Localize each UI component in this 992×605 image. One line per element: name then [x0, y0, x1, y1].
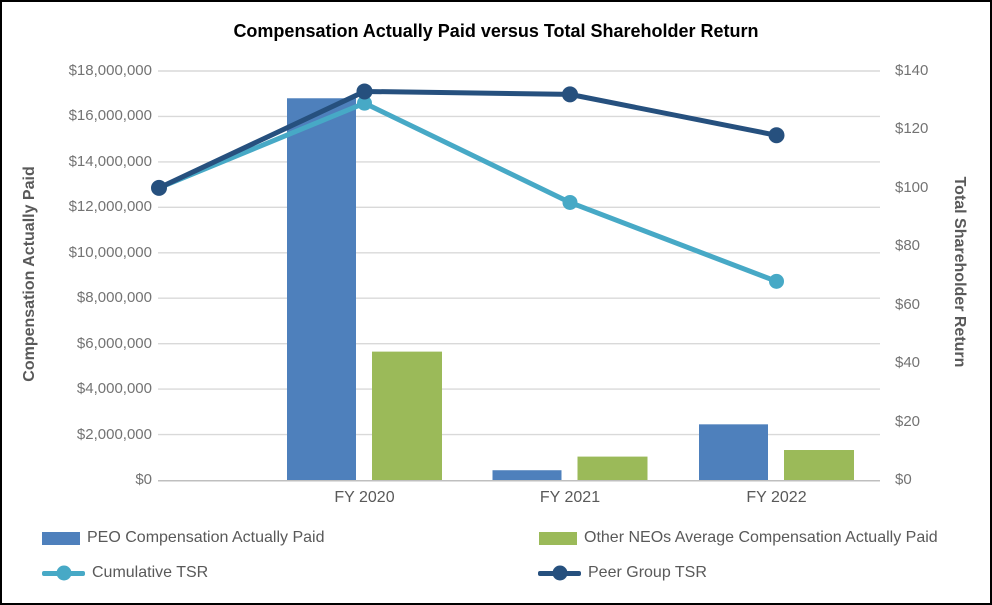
- marker-peer-group-tsr: [151, 179, 167, 196]
- right-axis-tick: $40: [895, 354, 921, 372]
- marker-cumulative-tsr: [562, 194, 578, 210]
- line-cumulative-tsr: [156, 100, 779, 284]
- right-axis-tick: $100: [895, 178, 929, 196]
- legend-item-neo: Other NEOs Average Compensation Actually…: [539, 529, 938, 547]
- right-axis-tick: $140: [895, 62, 929, 79]
- marker-cumulative-tsr: [357, 95, 372, 111]
- legend-item-peer-group-tsr: Peer Group TSR: [538, 564, 707, 582]
- right-axis-title: Total Shareholder Return: [951, 176, 968, 368]
- left-axis-tick: $14,000,000: [68, 152, 152, 170]
- legend-label: PEO Compensation Actually Paid: [87, 529, 325, 546]
- right-axis-tick: $80: [895, 237, 921, 255]
- neo-bar-swatch-icon: [539, 531, 577, 545]
- left-axis-tick: $2,000,000: [76, 425, 152, 443]
- peo-bar-swatch-icon: [42, 531, 80, 545]
- left-axis-tick: $4,000,000: [76, 380, 152, 398]
- line-peer-group-tsr: [156, 88, 779, 191]
- bar-neo-fy-2022: [784, 450, 854, 480]
- right-axis-tick: $20: [895, 412, 921, 430]
- legend-item-cumulative-tsr: Cumulative TSR: [42, 564, 208, 582]
- chart-title: Compensation Actually Paid versus Total …: [233, 21, 759, 41]
- left-axis-tick: $6,000,000: [76, 334, 152, 352]
- legend-item-peo: PEO Compensation Actually Paid: [42, 529, 324, 547]
- left-axis-tick: $18,000,000: [68, 62, 152, 79]
- bar-peo-fy-2020: [287, 98, 356, 481]
- legend-label: Cumulative TSR: [92, 564, 209, 581]
- left-axis-tick: $16,000,000: [68, 107, 152, 125]
- bar-peo-fy-2022: [699, 424, 768, 480]
- legend-label: Peer Group TSR: [588, 564, 707, 581]
- cumulative-tsr-line-swatch-icon: [42, 565, 85, 581]
- legend-label: Other NEOs Average Compensation Actually…: [584, 529, 938, 546]
- peer-group-tsr-line-swatch-icon: [538, 565, 581, 581]
- marker-peer-group-tsr: [768, 127, 785, 144]
- left-axis-tick: $12,000,000: [68, 198, 152, 216]
- left-axis-tick: $10,000,000: [68, 243, 152, 261]
- bar-peo-fy-2021: [492, 470, 562, 480]
- bar-neo-fy-2020: [372, 351, 442, 480]
- x-axis-label: FY 2020: [334, 489, 395, 506]
- left-axis-tick: $0: [135, 471, 152, 488]
- left-axis-tick: $8,000,000: [76, 289, 152, 307]
- marker-peer-group-tsr: [356, 83, 373, 100]
- marker-peer-group-tsr: [562, 86, 578, 103]
- marker-cumulative-tsr: [769, 273, 784, 289]
- bar-neo-fy-2021: [577, 456, 648, 480]
- right-axis-tick: $60: [895, 295, 921, 313]
- right-axis-tick: $0: [895, 471, 912, 488]
- x-axis-label: FY 2021: [539, 489, 601, 506]
- right-axis-tick: $120: [895, 120, 929, 138]
- x-axis-label: FY 2022: [746, 489, 807, 506]
